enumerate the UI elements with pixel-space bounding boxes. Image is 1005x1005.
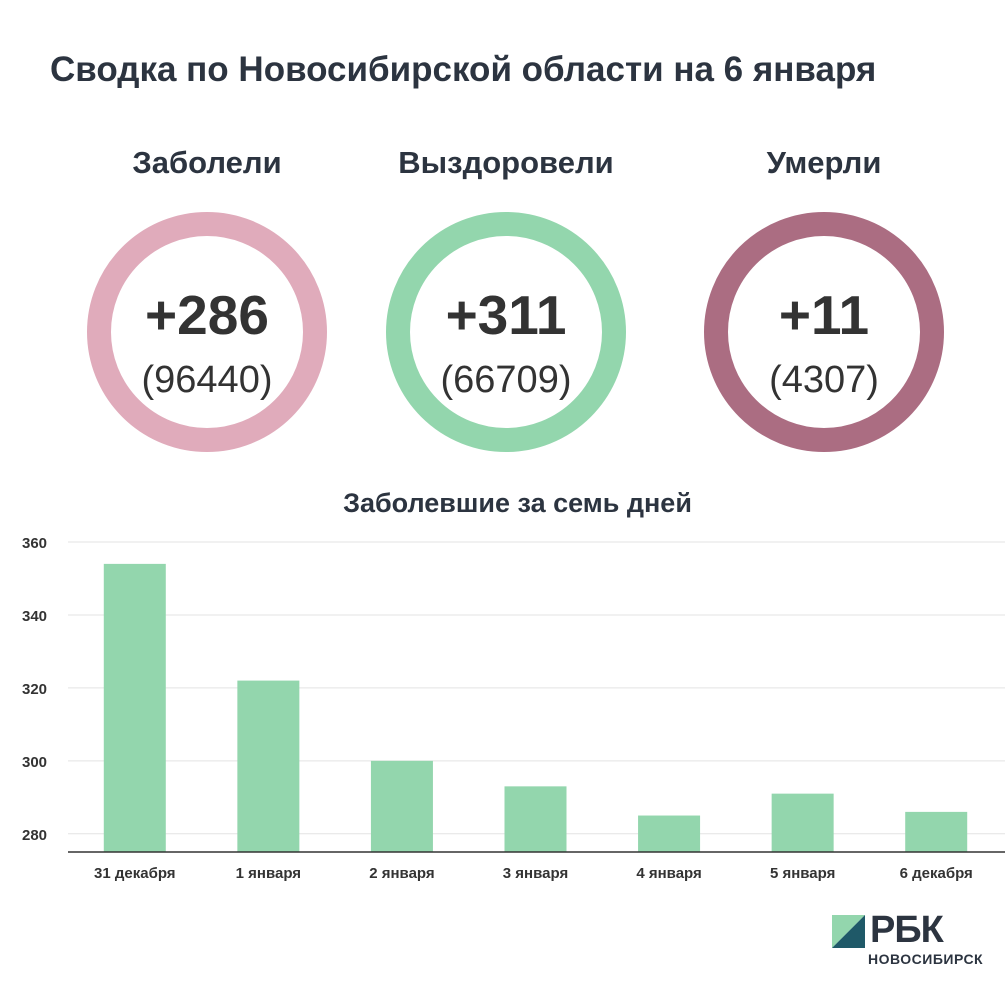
stat-delta: +311: [445, 284, 567, 346]
chart-title: Заболевшие за семь дней: [343, 488, 692, 518]
bar: [905, 811, 968, 852]
stat-label: Умерли: [766, 145, 882, 180]
bar: [103, 563, 166, 852]
stat-total: (96440): [141, 359, 273, 401]
logo-text: РБК: [870, 909, 944, 951]
x-tick-label: 6 декабря: [900, 865, 973, 882]
bar: [771, 793, 834, 852]
x-tick-label: 3 января: [503, 865, 568, 882]
rbc-logo-icon: [832, 915, 865, 948]
x-tick-label: 5 января: [770, 865, 835, 882]
stat-total: (4307): [769, 359, 879, 401]
bar: [504, 786, 567, 852]
stat-infected: Заболели +286 (96440): [57, 145, 357, 465]
stat-label: Выздоровели: [398, 145, 614, 180]
y-tick-label: 280: [22, 827, 47, 844]
stat-delta: +11: [778, 284, 870, 346]
page-title: Сводка по Новосибирской области на 6 янв…: [50, 50, 877, 89]
stat-label: Заболели: [132, 145, 282, 180]
y-tick-label: 320: [22, 681, 47, 698]
ring-recovered: +311 (66709): [386, 212, 626, 452]
x-tick-label: 1 января: [236, 865, 301, 882]
ring-infected: +286 (96440): [87, 212, 327, 452]
bar: [237, 680, 300, 852]
stat-died: Умерли +11 (4307): [674, 145, 974, 465]
logo: РБК НОВОСИБИРСК: [832, 909, 997, 970]
x-tick-label: 31 декабря: [94, 865, 176, 882]
stat-recovered: Выздоровели +311 (66709): [356, 145, 656, 465]
ring-died: +11 (4307): [704, 212, 944, 452]
stat-delta: +286: [145, 284, 269, 346]
y-tick-label: 340: [22, 608, 47, 625]
x-tick-label: 2 января: [369, 865, 434, 882]
y-tick-label: 360: [22, 535, 47, 552]
bar: [370, 760, 433, 852]
bar-chart: 280 300 320 340 360 31 декабря 1 января 2 январ…: [22, 535, 1005, 882]
x-tick-label: 4 января: [636, 865, 701, 882]
bar: [638, 815, 701, 852]
stat-total: (66709): [440, 359, 572, 401]
y-tick-label: 300: [22, 754, 47, 771]
logo-subtitle: НОВОСИБИРСК: [868, 951, 984, 967]
